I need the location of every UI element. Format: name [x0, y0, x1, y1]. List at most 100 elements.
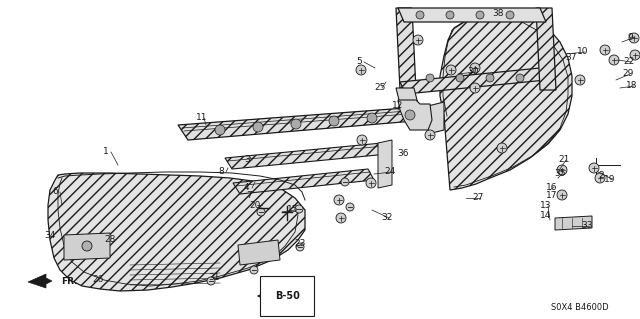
- Circle shape: [600, 45, 610, 55]
- Text: 3: 3: [244, 155, 250, 165]
- Circle shape: [207, 277, 215, 285]
- Circle shape: [296, 243, 304, 251]
- Circle shape: [595, 173, 605, 183]
- Circle shape: [215, 125, 225, 135]
- Circle shape: [366, 178, 376, 188]
- Text: 1: 1: [103, 147, 109, 157]
- Text: 32: 32: [381, 213, 392, 222]
- Text: 9: 9: [627, 33, 633, 41]
- Circle shape: [425, 130, 435, 140]
- Polygon shape: [398, 8, 546, 22]
- Polygon shape: [398, 100, 432, 130]
- Circle shape: [405, 110, 415, 120]
- Text: 18: 18: [626, 81, 637, 91]
- Text: 2: 2: [598, 170, 604, 180]
- Circle shape: [426, 74, 434, 82]
- Circle shape: [253, 122, 263, 132]
- Polygon shape: [396, 8, 416, 90]
- Polygon shape: [440, 14, 572, 190]
- Text: 28: 28: [104, 235, 115, 244]
- Circle shape: [630, 50, 640, 60]
- Circle shape: [446, 11, 454, 19]
- Polygon shape: [555, 216, 592, 230]
- Text: 38: 38: [492, 10, 504, 19]
- Polygon shape: [396, 88, 418, 104]
- Circle shape: [336, 213, 346, 223]
- Circle shape: [329, 116, 339, 126]
- Text: 26: 26: [92, 276, 104, 285]
- Circle shape: [506, 11, 514, 19]
- Circle shape: [516, 74, 524, 82]
- Circle shape: [589, 163, 599, 173]
- Text: 11: 11: [196, 114, 207, 122]
- Text: 8: 8: [218, 167, 224, 176]
- Circle shape: [609, 55, 619, 65]
- Circle shape: [367, 113, 377, 123]
- Text: 17: 17: [546, 191, 557, 201]
- Circle shape: [476, 11, 484, 19]
- Circle shape: [497, 143, 507, 153]
- Circle shape: [557, 165, 567, 175]
- Text: 30: 30: [467, 68, 479, 77]
- Polygon shape: [28, 274, 52, 288]
- Circle shape: [557, 190, 567, 200]
- Text: 7: 7: [246, 191, 252, 201]
- Text: 27: 27: [472, 194, 483, 203]
- Text: 16: 16: [546, 182, 557, 191]
- Polygon shape: [400, 68, 546, 94]
- Text: 14: 14: [540, 211, 552, 219]
- Circle shape: [334, 195, 344, 205]
- Circle shape: [629, 33, 639, 43]
- Circle shape: [295, 205, 303, 213]
- Polygon shape: [428, 102, 444, 134]
- Polygon shape: [64, 233, 110, 260]
- Text: 15: 15: [287, 205, 298, 214]
- Text: 23: 23: [294, 240, 305, 249]
- Circle shape: [357, 135, 367, 145]
- Text: 35: 35: [554, 169, 566, 179]
- Text: 22: 22: [623, 57, 634, 66]
- Circle shape: [446, 65, 456, 75]
- Circle shape: [456, 74, 464, 82]
- Circle shape: [575, 75, 585, 85]
- Text: S0X4 B4600D: S0X4 B4600D: [551, 303, 609, 313]
- Text: 25: 25: [374, 84, 385, 93]
- Circle shape: [346, 203, 354, 211]
- Circle shape: [416, 11, 424, 19]
- Text: 31: 31: [208, 273, 220, 283]
- Text: 20: 20: [249, 201, 260, 210]
- Polygon shape: [378, 140, 392, 188]
- Circle shape: [486, 74, 494, 82]
- Text: 36: 36: [397, 149, 408, 158]
- Polygon shape: [233, 169, 374, 194]
- Circle shape: [250, 266, 258, 274]
- Text: B-50: B-50: [275, 291, 300, 301]
- Circle shape: [356, 65, 366, 75]
- Text: 19: 19: [604, 174, 616, 183]
- Text: 29: 29: [622, 70, 634, 78]
- Circle shape: [291, 119, 301, 129]
- Polygon shape: [178, 106, 438, 140]
- Circle shape: [470, 63, 480, 73]
- Text: 12: 12: [392, 100, 403, 109]
- Text: 5: 5: [356, 57, 362, 66]
- Text: 24: 24: [384, 167, 396, 176]
- Circle shape: [413, 35, 423, 45]
- Text: FR.: FR.: [61, 277, 77, 286]
- Text: 34: 34: [44, 232, 56, 241]
- Text: 10: 10: [577, 48, 589, 56]
- Circle shape: [82, 241, 92, 251]
- Text: 13: 13: [540, 202, 552, 211]
- Text: 33: 33: [581, 221, 593, 231]
- Polygon shape: [48, 173, 305, 291]
- Circle shape: [341, 178, 349, 186]
- Circle shape: [470, 83, 480, 93]
- Text: 4: 4: [244, 183, 250, 192]
- Polygon shape: [536, 8, 556, 90]
- Polygon shape: [225, 143, 388, 169]
- Polygon shape: [238, 240, 280, 265]
- Text: 21: 21: [558, 155, 570, 165]
- Text: 37: 37: [565, 53, 577, 62]
- Text: 6: 6: [52, 188, 58, 197]
- Circle shape: [257, 208, 265, 216]
